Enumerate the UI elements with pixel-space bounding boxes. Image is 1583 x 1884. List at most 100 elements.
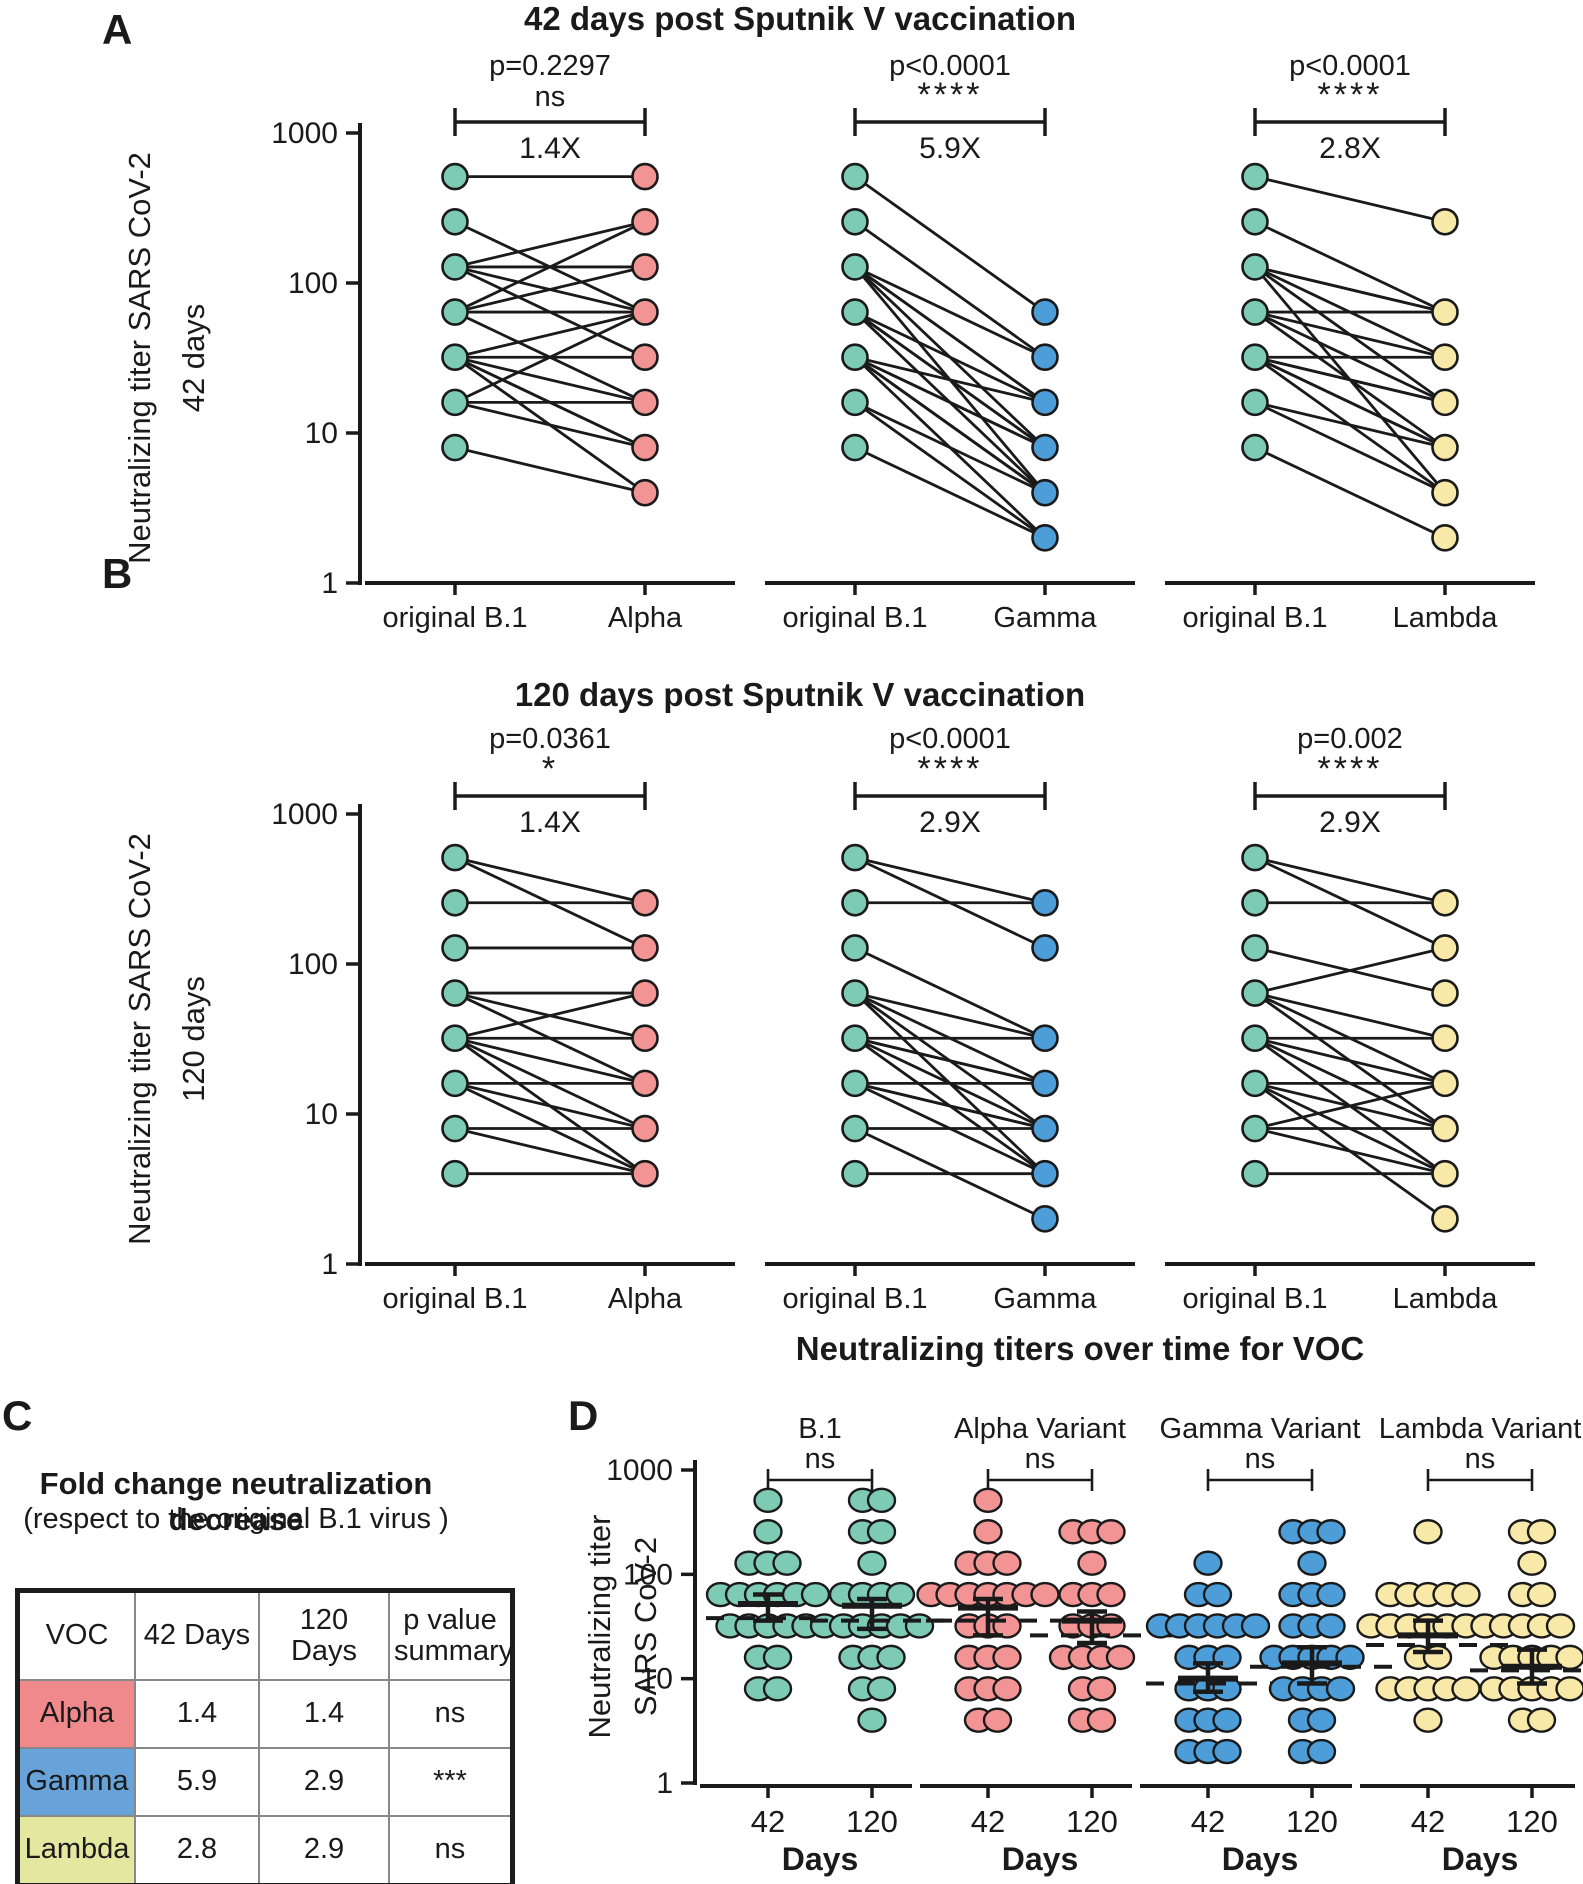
fold-change-table-subtitle: (respect to the original B.1 virus ) <box>23 1503 449 1535</box>
lambda-42d-fold: 2.8 <box>134 1815 260 1884</box>
data-point-alpha <box>631 934 659 962</box>
pair-line <box>454 1036 646 1085</box>
data-point-alpha <box>1086 1676 1117 1702</box>
y-axis-label: Neutralizing titer SARS CoV-2 <box>122 833 157 1245</box>
data-point-lambda <box>1431 478 1459 507</box>
data-point-b1 <box>857 1550 887 1576</box>
significance-text: ns <box>535 81 566 113</box>
data-point-b1 <box>841 433 869 462</box>
data-point-b1 <box>841 388 869 417</box>
x-tick-label: original B.1 <box>782 1283 927 1315</box>
data-point-b1 <box>1241 207 1269 236</box>
data-point-gamma <box>1031 934 1059 962</box>
data-point-b1 <box>441 934 469 962</box>
data-point-b1 <box>841 979 869 1007</box>
data-point-alpha <box>631 298 659 326</box>
pair-line <box>1254 220 1446 314</box>
panel-d-label: D <box>568 1392 599 1439</box>
y-axis-label: Neutralizing titer <box>582 1515 617 1739</box>
y-tick-label: 100 <box>288 267 338 300</box>
y-tick-label: 1 <box>321 567 338 600</box>
panel-b-label: B <box>102 550 133 597</box>
x-tick-label: 42 <box>1191 1804 1225 1839</box>
data-point-b1 <box>841 1069 869 1098</box>
data-point-lambda <box>1431 1024 1459 1053</box>
p-value-text: p=0.0361 <box>489 723 611 755</box>
x-tick-label: Gamma <box>993 602 1097 634</box>
pair-line <box>1254 946 1446 995</box>
table-row: Gamma 5.9 2.9 *** <box>16 1747 514 1817</box>
data-point-b1 <box>441 979 469 1007</box>
data-point-gamma <box>1031 343 1059 372</box>
data-point-b1 <box>866 1519 897 1545</box>
data-point-b1 <box>441 388 469 417</box>
fold-change-text: 1.4X <box>519 806 581 839</box>
pair-line <box>1254 175 1446 224</box>
data-point-alpha <box>631 1024 659 1053</box>
data-point-alpha <box>631 207 659 236</box>
data-point-gamma <box>1031 433 1059 462</box>
gamma-p-summary: *** <box>388 1747 514 1817</box>
data-point-b1 <box>1241 343 1269 372</box>
pair-line <box>854 355 1046 449</box>
header-42-days: 42 Days <box>134 1589 260 1681</box>
x-tick-label: Alpha <box>608 1283 683 1315</box>
data-point-b1 <box>1241 253 1269 281</box>
x-tick-label: original B.1 <box>1182 1283 1327 1315</box>
fold-change-table-title: Fold change neutralization decrease <box>39 1466 433 1537</box>
significance-text: **** <box>918 750 983 788</box>
data-point-lambda <box>1545 1613 1576 1639</box>
p-value-text: p=0.2297 <box>489 50 611 82</box>
significance-text: ns <box>1465 1443 1496 1475</box>
y-tick-label: 1000 <box>271 798 338 831</box>
data-point-lambda <box>1517 1550 1547 1576</box>
x-tick-label: 120 <box>846 1804 898 1839</box>
y-axis-label: 120 days <box>176 976 211 1102</box>
pair-line <box>1254 991 1446 1040</box>
header-120-days: 120 Days <box>258 1589 390 1681</box>
data-point-b1 <box>876 1644 906 1671</box>
data-point-gamma <box>1316 1613 1346 1639</box>
pair-line <box>854 401 1046 539</box>
panel-D-title: Neutralizing titers over time for VOC <box>796 1330 1364 1367</box>
y-tick-label: 1000 <box>271 117 338 150</box>
data-point-alpha <box>992 1644 1022 1671</box>
pair-line <box>854 1036 1046 1085</box>
data-point-b1 <box>841 207 869 236</box>
data-point-gamma <box>1202 1581 1233 1608</box>
x-axis-label: Days <box>1442 1841 1519 1877</box>
data-point-gamma <box>1212 1707 1242 1733</box>
data-point-b1 <box>1241 843 1269 872</box>
data-point-gamma <box>1325 1676 1356 1702</box>
y-tick-label: 10 <box>640 1663 673 1696</box>
data-point-b1 <box>841 253 869 281</box>
data-point-gamma <box>1335 1644 1365 1671</box>
data-point-alpha <box>982 1707 1013 1733</box>
data-point-b1 <box>841 888 869 917</box>
y-tick-label: 100 <box>288 948 338 981</box>
data-point-lambda <box>1526 1707 1557 1733</box>
pair-line <box>1254 1082 1446 1130</box>
data-point-gamma <box>1193 1550 1223 1576</box>
data-point-b1 <box>885 1581 916 1608</box>
lambda-120d-fold: 2.9 <box>258 1815 390 1884</box>
data-point-alpha <box>631 478 659 507</box>
data-point-lambda <box>1431 433 1459 462</box>
fold-change-text: 5.9X <box>919 132 981 165</box>
x-tick-label: original B.1 <box>782 602 927 634</box>
data-point-gamma <box>1240 1613 1271 1639</box>
data-point-gamma <box>1031 1069 1059 1098</box>
group-label: B.1 <box>798 1413 842 1445</box>
lambda-p-summary: ns <box>388 1815 514 1884</box>
data-point-b1 <box>1241 1114 1269 1143</box>
data-point-alpha <box>631 343 659 372</box>
data-point-gamma <box>1316 1519 1346 1545</box>
significance-text: **** <box>1318 76 1383 114</box>
data-point-b1 <box>866 1487 897 1514</box>
data-point-lambda <box>1413 1519 1443 1545</box>
data-point-b1 <box>1241 934 1269 962</box>
y-tick-label: 10 <box>305 417 338 450</box>
table-header-row: VOC 42 Days 120 Days p value summary <box>16 1589 514 1681</box>
data-point-b1 <box>441 162 469 191</box>
